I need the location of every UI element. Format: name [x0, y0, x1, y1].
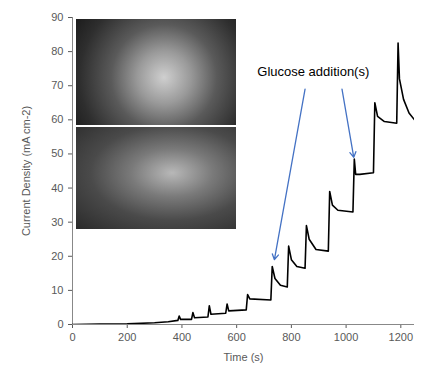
svg-text:40: 40 [51, 182, 63, 194]
svg-text:30: 30 [51, 216, 63, 228]
svg-text:Current Density (mA cm-2): Current Density (mA cm-2) [20, 106, 32, 236]
svg-text:1000: 1000 [334, 331, 358, 343]
svg-text:10: 10 [51, 284, 63, 296]
svg-text:0: 0 [69, 331, 75, 343]
svg-text:80: 80 [51, 45, 63, 57]
svg-text:20: 20 [51, 250, 63, 262]
svg-text:Time (s): Time (s) [224, 351, 264, 363]
svg-text:0: 0 [57, 318, 63, 330]
svg-text:70: 70 [51, 79, 63, 91]
svg-text:200: 200 [118, 331, 136, 343]
svg-text:400: 400 [173, 331, 191, 343]
svg-text:Glucose addition(s): Glucose addition(s) [257, 64, 369, 79]
svg-text:1200: 1200 [389, 331, 413, 343]
svg-text:90: 90 [51, 11, 63, 23]
svg-text:60: 60 [51, 113, 63, 125]
svg-text:600: 600 [227, 331, 245, 343]
svg-text:50: 50 [51, 147, 63, 159]
svg-text:800: 800 [282, 331, 300, 343]
